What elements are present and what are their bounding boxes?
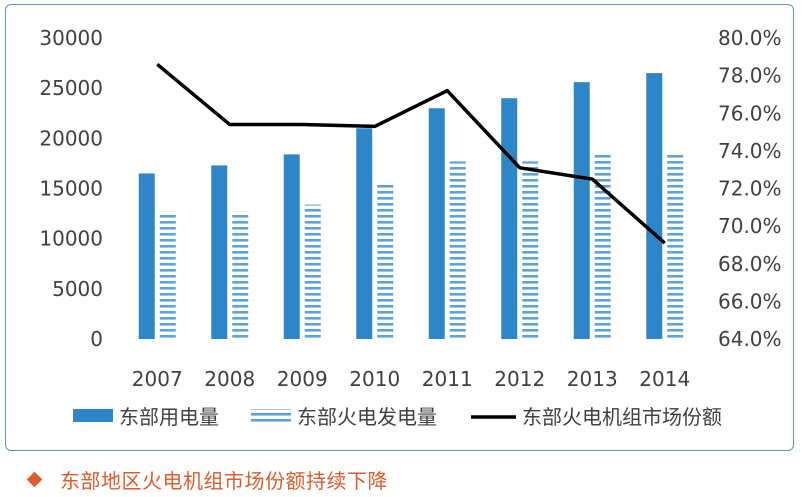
x-tick-label: 2013: [567, 367, 618, 391]
y-right-tick-label: 66.0%: [718, 289, 782, 313]
caption-text: 东部地区火电机组市场份额持续下降: [60, 468, 388, 493]
y-left-tick-label: 5000: [52, 277, 103, 301]
y-right-tick-label: 76.0%: [718, 101, 782, 125]
bar-striped: [232, 211, 249, 339]
y-right-tick-label: 70.0%: [718, 214, 782, 238]
bar-striped: [594, 153, 611, 339]
y-left-tick-label: 30000: [39, 26, 103, 50]
y-right-tick-label: 80.0%: [718, 26, 782, 50]
x-tick-label: 2008: [204, 367, 255, 391]
market-share-line: [156, 62, 666, 245]
bar-solid: [283, 154, 300, 339]
y-left-tick-label: 25000: [39, 76, 103, 100]
chart-frame: 0 5000 10000 15000 20000 25000 30000 64.0% 66.0%…: [5, 4, 794, 451]
bar-striped: [522, 161, 539, 339]
bar-striped: [159, 211, 176, 339]
bar-striped: [667, 153, 684, 339]
bar-solid: [138, 173, 155, 339]
bar-solid: [573, 82, 590, 339]
legend-label: 东部用电量: [119, 405, 219, 429]
bar-solid: [356, 128, 373, 339]
y-right-tick-label: 68.0%: [718, 252, 782, 276]
bar-solid: [428, 108, 445, 339]
x-tick-label: 2007: [132, 367, 183, 391]
bar-solid: [501, 98, 518, 339]
bar-solid: [211, 165, 228, 339]
bar-striped: [449, 161, 466, 339]
y-left-tick-label: 20000: [39, 126, 103, 150]
x-tick-label: 2011: [422, 367, 473, 391]
caption: 东部地区火电机组市场份额持续下降: [25, 465, 388, 493]
y-right-tick-label: 78.0%: [718, 64, 782, 88]
y-right-tick-label: 72.0%: [718, 177, 782, 201]
legend-label: 东部火电机组市场份额: [522, 405, 722, 429]
legend-label: 东部火电发电量: [297, 405, 437, 429]
y-right-tick-label: 64.0%: [718, 327, 782, 351]
legend-swatch-solid: [73, 409, 113, 422]
y-left-tick-label: 10000: [39, 227, 103, 251]
y-left-tick-label: 15000: [39, 177, 103, 201]
combo-chart: 0 5000 10000 15000 20000 25000 30000 64.0% 66.0%…: [39, 26, 782, 429]
legend-swatch-striped: [251, 409, 291, 423]
x-tick-label: 2014: [639, 367, 690, 391]
x-tick-label: 2012: [494, 367, 545, 391]
bar-striped: [377, 182, 394, 339]
y-left-tick-label: 0: [90, 327, 103, 351]
x-tick-label: 2010: [349, 367, 400, 391]
bar-solid: [646, 73, 663, 339]
x-tick-label: 2009: [277, 367, 328, 391]
diamond-icon: [26, 471, 43, 487]
y-right-tick-label: 74.0%: [718, 139, 782, 163]
bar-striped: [304, 204, 321, 339]
